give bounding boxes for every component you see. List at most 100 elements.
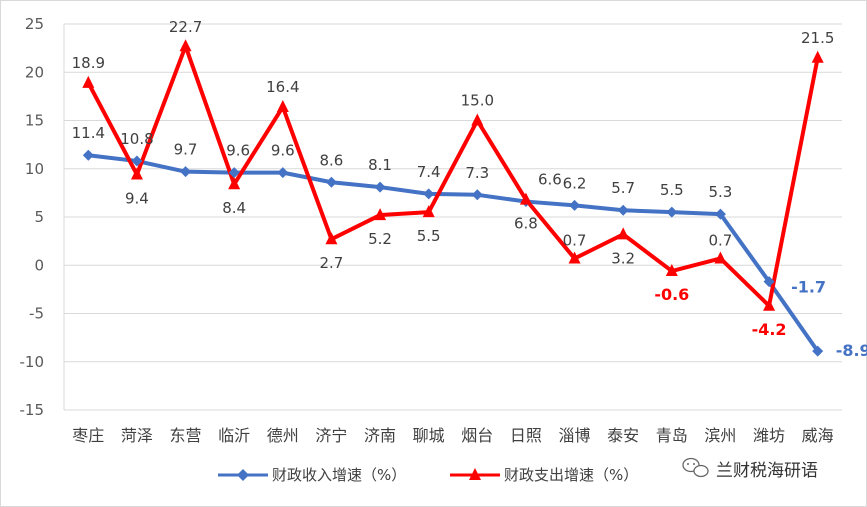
- legend-item-income[interactable]: 财政收入增速（%）: [218, 466, 406, 484]
- y-tick-label: -10: [20, 353, 45, 371]
- data-label-1: 8.4: [222, 199, 246, 217]
- data-point-1[interactable]: [763, 298, 776, 311]
- data-point-0[interactable]: [569, 199, 581, 211]
- data-point-1[interactable]: [325, 232, 338, 245]
- x-tick-label: 日照: [510, 426, 542, 445]
- data-label-1: 6.8: [514, 215, 538, 233]
- y-tick-label: 0: [34, 256, 44, 274]
- y-tick-label: -5: [29, 305, 44, 323]
- data-label-1: -0.6: [654, 285, 689, 304]
- legend-income-label: 财政收入增速（%）: [272, 466, 406, 484]
- legend-item-expense[interactable]: 财政支出增速（%）: [450, 466, 638, 484]
- data-point-1[interactable]: [374, 208, 387, 221]
- data-label-0: -1.7: [791, 278, 826, 297]
- data-label-1: 15.0: [461, 92, 494, 110]
- data-point-0[interactable]: [617, 204, 629, 216]
- x-tick-label: 枣庄: [72, 426, 104, 445]
- data-point-1[interactable]: [276, 99, 289, 112]
- x-tick-label: 聊城: [413, 426, 445, 445]
- x-tick-label: 滨州: [704, 426, 736, 445]
- data-label-0: 11.4: [72, 124, 105, 142]
- data-point-1[interactable]: [82, 75, 95, 88]
- data-point-1[interactable]: [179, 39, 192, 52]
- data-label-1: 9.4: [125, 190, 149, 208]
- x-axis: 枣庄 菏泽 东营 临沂 德州 济宁 济南 聊城 烟台 日照 淄博 泰安 青岛 滨州 潍坊 威海: [72, 426, 833, 445]
- data-label-0: 9.6: [271, 142, 295, 160]
- data-point-0[interactable]: [180, 166, 192, 178]
- data-point-0[interactable]: [812, 345, 824, 357]
- x-tick-label: 东营: [170, 426, 202, 445]
- y-tick-label: 20: [25, 63, 44, 81]
- data-point-0[interactable]: [374, 181, 386, 193]
- data-label-1: 5.5: [417, 227, 441, 245]
- y-tick-label: 5: [34, 208, 44, 226]
- data-point-1[interactable]: [617, 227, 630, 240]
- data-label-0: 6.2: [563, 174, 587, 192]
- data-label-1: 22.7: [169, 18, 202, 36]
- watermark-text: 兰财税海研语: [716, 461, 818, 481]
- data-point-0[interactable]: [277, 167, 289, 179]
- data-point-0[interactable]: [82, 149, 94, 161]
- legend: 财政收入增速（%） 财政支出增速（%）: [218, 466, 638, 484]
- data-point-0[interactable]: [228, 167, 240, 179]
- watermark: 兰财税海研语: [682, 457, 818, 481]
- x-tick-label: 青岛: [656, 426, 688, 445]
- data-point-0[interactable]: [131, 155, 143, 167]
- x-tick-label: 济宁: [315, 426, 347, 445]
- legend-expense-marker: [469, 468, 481, 480]
- series-line-1: [86, 44, 820, 308]
- wechat-icon: [682, 457, 709, 478]
- data-point-0[interactable]: [471, 189, 483, 201]
- data-point-1[interactable]: [714, 251, 727, 264]
- x-tick-label: 泰安: [607, 426, 639, 445]
- data-point-1[interactable]: [519, 192, 532, 205]
- data-point-0[interactable]: [325, 176, 337, 188]
- data-label-1: 21.5: [801, 29, 834, 47]
- data-label-1: 5.2: [368, 230, 392, 248]
- x-tick-label: 菏泽: [121, 426, 153, 445]
- data-point-0[interactable]: [763, 276, 775, 288]
- plot-area: [82, 39, 824, 357]
- data-labels: 11.4 10.8 9.7 9.6 9.6 8.6 8.1 7.4 7.3 6.6 6.2 5.7 5.…: [72, 18, 867, 360]
- data-point-1[interactable]: [471, 113, 484, 126]
- y-tick-label: 25: [25, 15, 44, 33]
- data-label-0: 7.4: [417, 163, 441, 181]
- data-point-0[interactable]: [666, 206, 678, 218]
- x-tick-label: 威海: [802, 426, 834, 445]
- series-line-0: [88, 153, 820, 353]
- x-tick-label: 临沂: [218, 426, 250, 445]
- data-label-0: -8.9: [836, 341, 867, 360]
- data-point-1[interactable]: [228, 177, 241, 190]
- data-label-0: 10.8: [120, 130, 153, 148]
- data-label-1: 16.4: [266, 78, 299, 96]
- x-tick-label: 潍坊: [753, 426, 785, 445]
- data-point-1[interactable]: [422, 205, 435, 218]
- data-point-0[interactable]: [714, 208, 726, 220]
- y-tick-label: 15: [25, 112, 44, 130]
- data-point-1[interactable]: [665, 264, 678, 277]
- y-axis: 25 20 15 10 5 0 -5 -10 -15: [20, 15, 45, 419]
- data-label-0: 5.3: [709, 183, 733, 201]
- x-tick-label: 德州: [267, 426, 299, 445]
- data-point-0[interactable]: [423, 188, 435, 200]
- x-tick-label: 济南: [364, 426, 396, 445]
- data-label-0: 8.6: [320, 151, 344, 169]
- data-label-0: 5.5: [660, 181, 684, 199]
- data-point-1[interactable]: [130, 167, 143, 180]
- data-point-1[interactable]: [811, 50, 824, 63]
- data-point-1[interactable]: [568, 251, 581, 264]
- data-label-0: 9.6: [226, 142, 250, 160]
- legend-income-marker: [237, 469, 249, 481]
- data-label-0: 9.7: [174, 141, 198, 159]
- data-label-0: 5.7: [611, 179, 635, 197]
- y-tick-label: -15: [20, 401, 45, 419]
- data-label-1: 2.7: [320, 254, 344, 272]
- x-tick-label: 烟台: [461, 426, 493, 445]
- data-label-0: 6.6: [538, 171, 562, 189]
- data-label-1: 18.9: [72, 54, 105, 72]
- data-label-1: 3.2: [611, 249, 635, 267]
- data-label-0: 7.3: [465, 164, 489, 182]
- data-label-1: 0.7: [563, 231, 587, 249]
